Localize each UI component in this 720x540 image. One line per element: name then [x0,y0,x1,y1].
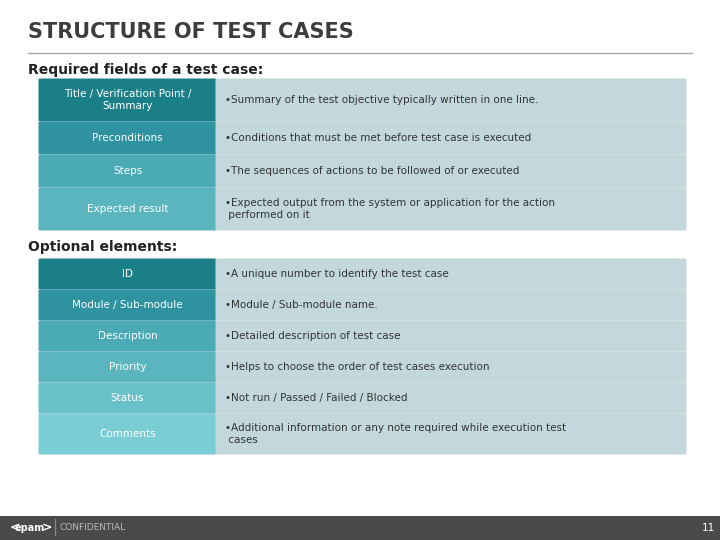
Text: •Detailed description of test case: •Detailed description of test case [225,331,400,341]
Text: STRUCTURE OF TEST CASES: STRUCTURE OF TEST CASES [28,22,354,42]
Text: •Expected output from the system or application for the action
 performed on it: •Expected output from the system or appl… [225,198,555,220]
FancyBboxPatch shape [215,259,686,289]
FancyBboxPatch shape [215,382,686,414]
FancyBboxPatch shape [38,187,217,231]
FancyBboxPatch shape [215,321,686,352]
Text: •The sequences of actions to be followed of or executed: •The sequences of actions to be followed… [225,166,519,176]
FancyBboxPatch shape [38,382,217,414]
FancyBboxPatch shape [215,78,686,122]
Text: •Helps to choose the order of test cases execution: •Helps to choose the order of test cases… [225,362,490,372]
FancyBboxPatch shape [215,414,686,455]
Text: •Summary of the test objective typically written in one line.: •Summary of the test objective typically… [225,95,539,105]
FancyBboxPatch shape [38,78,217,122]
FancyBboxPatch shape [215,122,686,154]
Text: Comments: Comments [99,429,156,439]
Text: epam: epam [15,523,45,533]
Text: ID: ID [122,269,133,279]
Text: Status: Status [111,393,144,403]
FancyBboxPatch shape [38,352,217,382]
Text: CONFIDENTIAL: CONFIDENTIAL [60,523,126,532]
Text: Description: Description [98,331,158,341]
Text: Required fields of a test case:: Required fields of a test case: [28,63,264,77]
Text: Steps: Steps [113,166,142,176]
Text: •Additional information or any note required while execution test
 cases: •Additional information or any note requ… [225,423,566,445]
Text: •Conditions that must be met before test case is executed: •Conditions that must be met before test… [225,133,531,143]
Text: •Module / Sub-module name.: •Module / Sub-module name. [225,300,378,310]
Text: •A unique number to identify the test case: •A unique number to identify the test ca… [225,269,449,279]
Bar [0,516,720,540]
FancyBboxPatch shape [215,187,686,231]
FancyBboxPatch shape [38,414,217,455]
Text: Optional elements:: Optional elements: [28,240,177,254]
Text: Preconditions: Preconditions [92,133,163,143]
FancyBboxPatch shape [215,289,686,321]
Text: •Not run / Passed / Failed / Blocked: •Not run / Passed / Failed / Blocked [225,393,408,403]
Text: Priority: Priority [109,362,146,372]
FancyBboxPatch shape [38,259,217,289]
FancyBboxPatch shape [38,122,217,154]
Text: 11: 11 [701,523,715,533]
FancyBboxPatch shape [215,352,686,382]
Text: Module / Sub-module: Module / Sub-module [72,300,183,310]
Text: Title / Verification Point /
Summary: Title / Verification Point / Summary [64,89,192,111]
FancyBboxPatch shape [38,289,217,321]
Text: Expected result: Expected result [86,204,168,214]
Text: >: > [42,522,53,535]
FancyBboxPatch shape [215,154,686,187]
FancyBboxPatch shape [38,154,217,187]
FancyBboxPatch shape [38,321,217,352]
Text: <: < [10,522,20,535]
